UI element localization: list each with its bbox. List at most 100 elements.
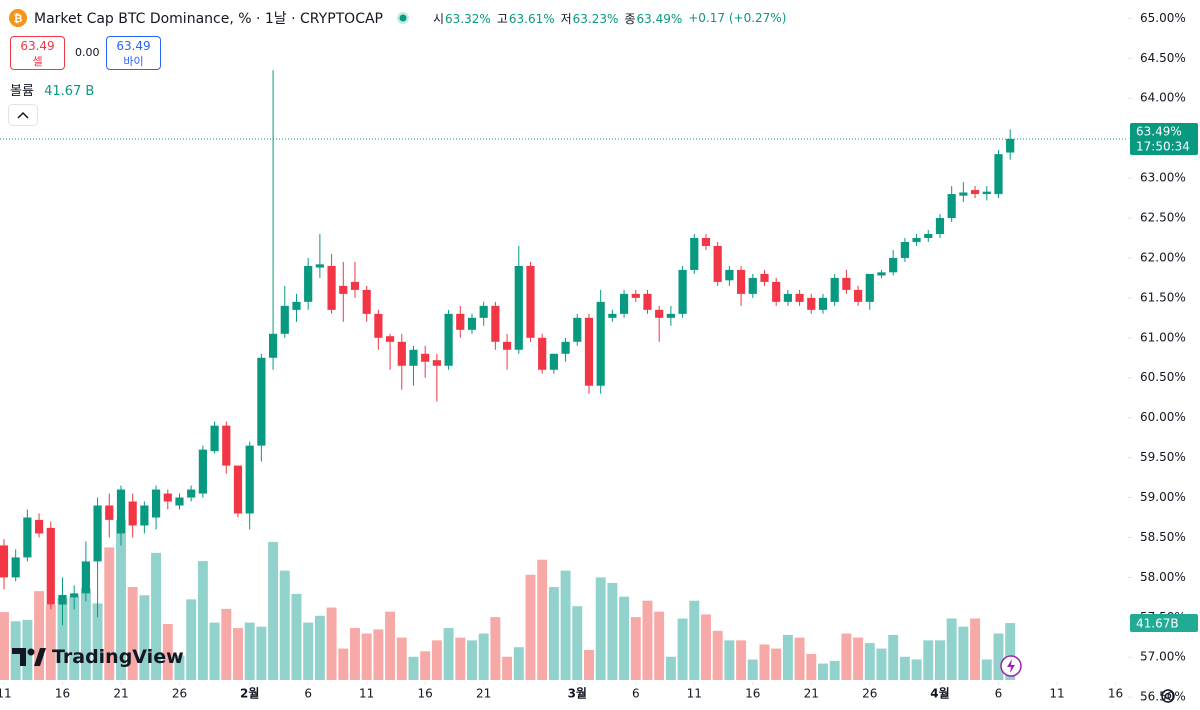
volume-bar: [701, 614, 711, 680]
volume-bar: [209, 622, 220, 680]
candle-body: [912, 237, 921, 242]
volume-bar: [57, 597, 68, 680]
volume-bar: [876, 648, 887, 680]
lightning-button[interactable]: [999, 654, 1023, 678]
volume-bar: [513, 647, 524, 680]
candle-body: [760, 273, 769, 282]
sell-button[interactable]: 63.49 셀: [10, 36, 65, 70]
volume-bar: [233, 628, 243, 680]
y-tick-label: 61.50%: [1140, 290, 1186, 304]
candle-body: [830, 277, 839, 302]
candle-body: [947, 194, 956, 219]
y-tick-label: 57.00%: [1140, 650, 1186, 664]
candle-body: [795, 293, 804, 302]
candle-body: [970, 190, 980, 195]
buy-label: 바이: [123, 55, 144, 68]
x-tick-label: 6: [632, 687, 640, 701]
volume-bar: [665, 656, 676, 680]
candle-body: [210, 425, 219, 452]
volume-bar: [314, 615, 325, 680]
volume-bar: [642, 600, 653, 680]
ohlc-label: 고: [496, 11, 508, 26]
change: +0.17 (+0.27%): [688, 11, 787, 25]
volume-bar: [946, 618, 957, 680]
volume-bar: [0, 612, 9, 680]
candle-body: [561, 341, 570, 354]
volume-bar: [724, 640, 735, 680]
candle-body: [280, 305, 289, 334]
candle-body: [34, 519, 44, 534]
volume-bar: [45, 604, 56, 680]
candle-body: [935, 218, 945, 234]
price-pane: [0, 70, 1128, 626]
x-tick-label: 11: [687, 687, 702, 701]
volume-bar: [34, 591, 45, 680]
candle-body: [573, 317, 582, 342]
ohlc-item: 저63.23%: [561, 10, 619, 27]
y-tick-label: 62.00%: [1140, 250, 1186, 264]
candle-body: [643, 293, 652, 310]
candle-body: [432, 360, 441, 366]
volume-bar: [467, 640, 477, 680]
volume-bar: [619, 596, 630, 680]
countdown: 17:50:34: [1136, 139, 1190, 153]
volume-bar: [771, 648, 782, 680]
candle-body: [479, 305, 488, 318]
volume-bar: [490, 617, 501, 680]
collapse-button[interactable]: [8, 104, 38, 126]
candle-body: [725, 269, 734, 281]
volume-bar: [759, 644, 770, 680]
x-tick-label: 11: [359, 687, 374, 701]
svg-text:₿: ₿: [14, 12, 23, 25]
candle-body: [502, 341, 512, 350]
title: Market Cap BTC Dominance, % · 1날 · CRYPT…: [34, 11, 383, 27]
y-tick-label: 64.50%: [1140, 51, 1186, 65]
status-dot: [397, 12, 409, 24]
candle-body: [842, 277, 851, 290]
candle-body: [198, 449, 207, 494]
volume-bar: [525, 574, 536, 680]
ohlc-label: 저: [560, 11, 572, 26]
candle-body: [877, 272, 886, 276]
y-tick-label: 59.00%: [1140, 490, 1186, 504]
settings-button[interactable]: [1158, 686, 1178, 706]
volume-bar: [174, 655, 185, 680]
ohlc-item: 시63.32%: [433, 10, 491, 27]
volume-bar: [127, 587, 138, 680]
candle-body: [140, 505, 149, 526]
x-tick-label: 26: [172, 687, 187, 701]
volume-bar: [818, 663, 828, 680]
volume-bar: [911, 659, 922, 680]
ohlc-value: 63.49%: [636, 11, 683, 26]
candle-body: [245, 445, 254, 514]
volume-bar: [595, 577, 606, 680]
x-tick-label: 4월: [930, 686, 949, 701]
candle-body: [713, 245, 722, 282]
volume-bar: [853, 637, 864, 680]
volume-bar: [864, 643, 875, 680]
candle-body: [818, 297, 828, 310]
volume-bar: [350, 628, 360, 680]
candle-body: [222, 425, 231, 466]
candle-body: [959, 192, 968, 196]
candle-body: [772, 281, 781, 302]
candle-body: [0, 545, 9, 578]
volume-bar: [560, 570, 571, 680]
candle-body: [292, 301, 301, 310]
volume-bar: [291, 593, 302, 680]
volume-bar: [396, 637, 407, 680]
y-tick-label: 59.50%: [1140, 450, 1186, 464]
candle-body: [409, 349, 418, 366]
x-tick-label: 16: [55, 687, 70, 701]
volume-bar: [197, 561, 208, 680]
brand-icon: [12, 648, 46, 666]
volume-bar: [630, 617, 641, 680]
buy-button[interactable]: 63.49 바이: [106, 36, 161, 70]
candle-body: [81, 561, 90, 594]
sell-price: 63.49: [20, 39, 55, 53]
brand-logo: TradingView: [12, 646, 184, 668]
y-tick-label: 56.50%: [1140, 690, 1186, 704]
candle-body: [994, 154, 1003, 195]
candle-body: [46, 527, 55, 605]
